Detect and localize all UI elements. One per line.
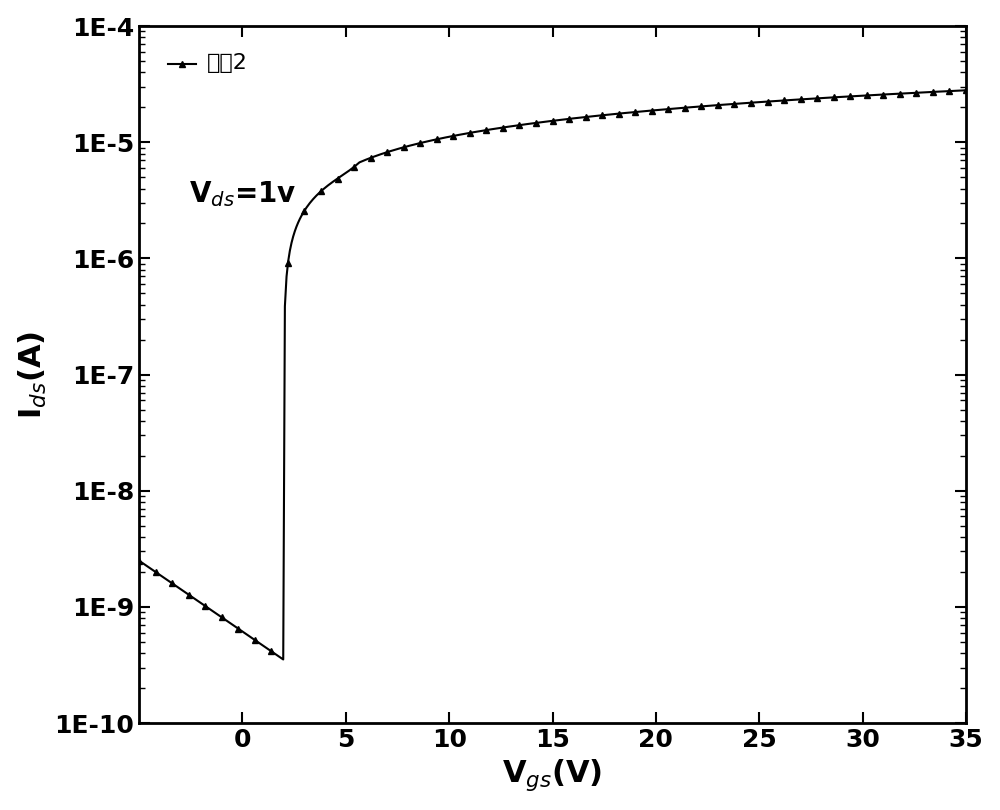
Text: V$_{ds}$=1v: V$_{ds}$=1v [189,180,296,209]
Legend: 实例2: 实例2 [163,47,253,78]
X-axis label: V$_{gs}$(V): V$_{gs}$(V) [502,757,603,793]
Y-axis label: I$_{ds}$(A): I$_{ds}$(A) [17,330,49,419]
